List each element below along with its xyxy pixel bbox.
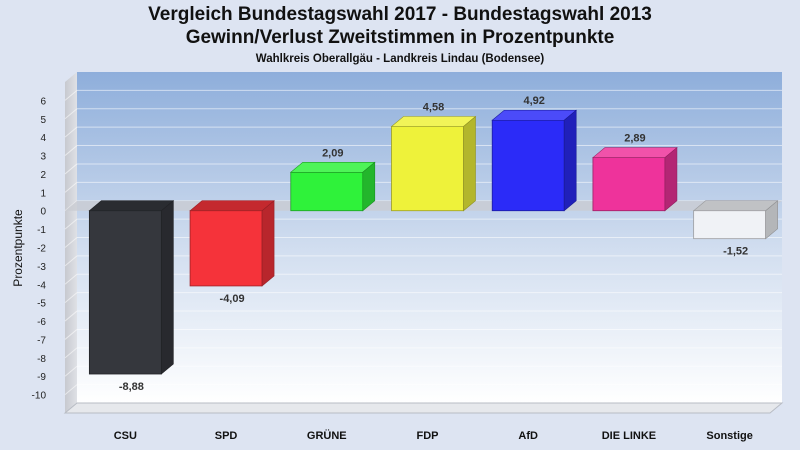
data-label: 4,92: [524, 95, 545, 107]
grid-line-side: [64, 384, 78, 395]
y-tick-label: 2: [40, 170, 46, 181]
bar-side-CSU: [161, 200, 174, 375]
bar-AfD: [491, 119, 565, 212]
x-tick-label: DIE LINKE: [602, 430, 656, 442]
y-tick-label: -6: [37, 317, 46, 328]
chart-title: Vergleich Bundestagswahl 2017 - Bundesta…: [148, 4, 652, 25]
x-tick-label: CSU: [114, 430, 137, 442]
x-tick-label: FDP: [417, 430, 439, 442]
bar-top-DIE LINKE: [592, 147, 678, 158]
bar-FDP: [391, 126, 464, 212]
y-tick-label: 3: [40, 152, 46, 163]
grid-line-side: [64, 218, 78, 230]
x-tick-label: SPD: [215, 430, 238, 442]
bar-side-GRÜNE: [362, 161, 376, 212]
y-tick-label: -5: [37, 299, 46, 310]
data-label: -8,88: [119, 381, 144, 393]
grid-line-side: [64, 237, 78, 248]
y-tick-label: -9: [37, 372, 46, 383]
grid-line-side: [64, 365, 78, 377]
bar-top-AfD: [491, 109, 578, 121]
y-tick-label: -7: [37, 335, 46, 346]
grid-line-side: [64, 273, 78, 285]
bar-top-Sonstige: [692, 200, 779, 212]
bar-top-CSU: [88, 200, 175, 212]
x-tick-label: AfD: [518, 430, 538, 442]
grid-line-side: [64, 347, 78, 359]
chart-subtitle: Gewinn/Verlust Zweitstimmen in Prozentpu…: [185, 27, 615, 48]
y-tick-label: 1: [40, 188, 46, 199]
y-tick-label: 6: [40, 96, 46, 107]
bar-GRÜNE: [290, 171, 364, 212]
data-label: -4,09: [220, 293, 245, 305]
data-label: 2,89: [624, 133, 645, 145]
chart-caption: Wahlkreis Oberallgäu - Landkreis Lindau …: [255, 53, 545, 65]
y-tick-label: -1: [37, 225, 46, 236]
bar-side-DIE LINKE: [664, 146, 678, 212]
bar-CSU: [88, 210, 162, 375]
y-tick-label: -10: [32, 391, 47, 402]
bar-top-FDP: [390, 116, 477, 127]
bar-top-GRÜNE: [289, 161, 376, 173]
y-tick-label: 5: [40, 115, 46, 126]
grid-line-side: [64, 255, 78, 267]
y-tick-label: 0: [40, 207, 46, 218]
y-tick-label: -4: [37, 280, 46, 291]
bar-side-FDP: [463, 115, 476, 212]
y-tick-label: 4: [40, 133, 46, 144]
x-tick-label: Sonstige: [706, 430, 752, 442]
y-axis-label: Prozentpunkte: [11, 209, 25, 287]
bar-side-Sonstige: [765, 200, 778, 240]
grid-line-side: [64, 90, 78, 101]
bar-Sonstige: [693, 210, 767, 240]
bar-DIE LINKE: [592, 157, 666, 212]
grid-line-side: [64, 108, 78, 120]
data-label: -1,52: [723, 246, 748, 258]
y-tick-label: -2: [37, 244, 46, 255]
data-label: 2,09: [322, 147, 343, 159]
grid-line-side: [64, 181, 78, 193]
grid-line-side: [64, 145, 78, 156]
data-label: 4,58: [423, 102, 444, 114]
grid-line-side: [64, 163, 78, 175]
bar-SPD: [189, 210, 263, 287]
grid-line-side: [64, 292, 78, 304]
grid-line-side: [64, 310, 78, 322]
grid-line-side: [64, 126, 78, 138]
y-tick-label: -8: [37, 354, 46, 365]
bar-top-SPD: [189, 200, 275, 212]
y-tick-label: -3: [37, 262, 46, 273]
x-tick-label: GRÜNE: [307, 429, 347, 442]
grid-line-side: [64, 329, 78, 340]
bar-side-SPD: [261, 200, 275, 287]
bar-side-AfD: [563, 109, 577, 212]
plot-floor: [63, 402, 784, 414]
